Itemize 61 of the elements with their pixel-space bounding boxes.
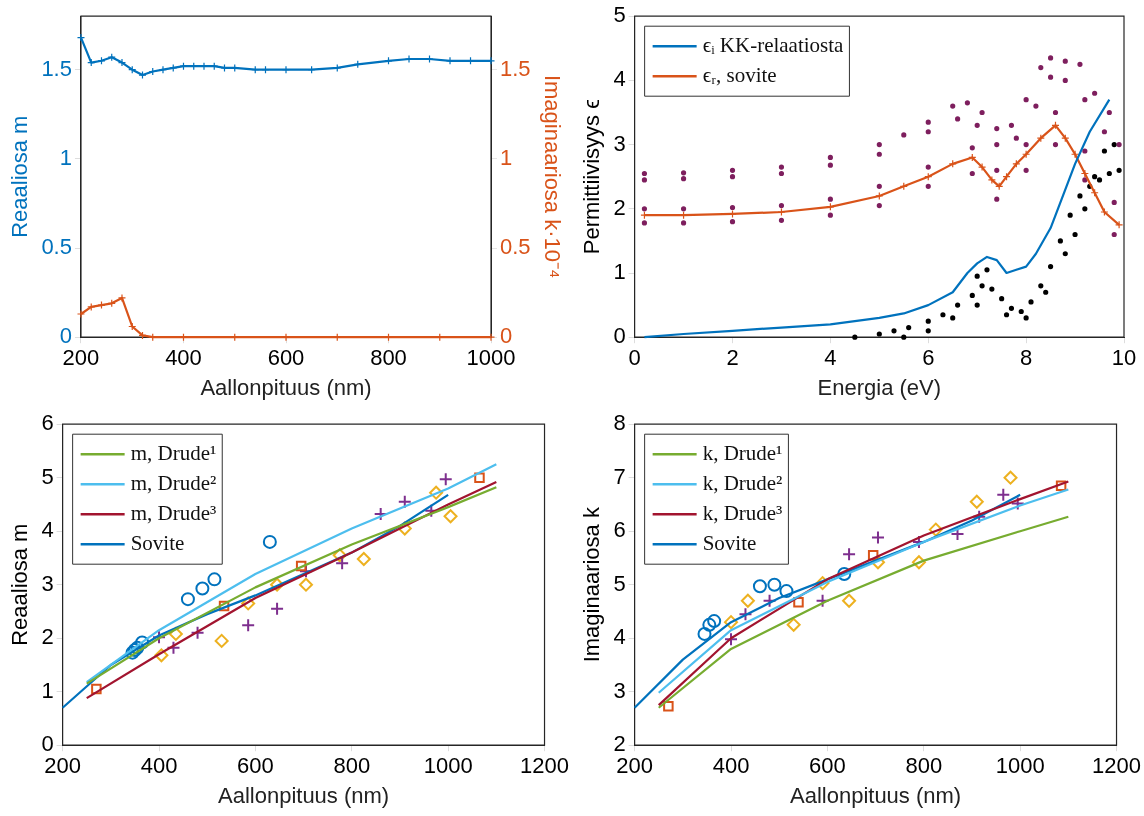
y2-tick-label: 0.5 — [500, 234, 531, 260]
x-tick-label: 800 — [905, 753, 943, 779]
legend-label: Sovite — [130, 530, 185, 555]
y-tick-label: 1 — [41, 677, 54, 703]
y-tick-label: 4 — [613, 624, 626, 650]
y2-axis-title: Imaginaariosa k·10⁻⁴ — [539, 74, 565, 279]
y-axis-title: Reaaliosa m — [7, 115, 33, 238]
x-axis-title: Aallonpituus (nm) — [789, 782, 962, 808]
y-tick-label: 6 — [613, 517, 626, 543]
legend-label: Sovite — [702, 530, 757, 555]
y-tick-label: 8 — [613, 410, 626, 436]
x-tick-label: 600 — [237, 753, 274, 779]
legend-label: m, Drude² — [130, 470, 217, 495]
y-tick-label: 6 — [41, 410, 54, 436]
y-axis-title: Permittiivisyys ϵ — [579, 99, 605, 255]
legend-label: ϵᵢ KK-relaatiosta — [702, 32, 845, 57]
y-axis-title: Reaaliosa m — [7, 523, 33, 646]
y-tick-label: 1.5 — [41, 55, 72, 81]
x-axis-title: Energia (eV) — [817, 374, 942, 400]
y-tick-label: 2 — [41, 624, 54, 650]
x-tick-label: 1200 — [520, 753, 570, 779]
x-tick-label: 600 — [267, 345, 305, 371]
x-tick-label: 800 — [370, 345, 407, 371]
y-tick-label: 2 — [613, 194, 626, 220]
x-tick-label: 800 — [333, 753, 371, 779]
y-tick-label: 3 — [41, 570, 54, 596]
legend-label: m, Drude¹ — [130, 440, 217, 465]
y-tick-label: 5 — [613, 2, 626, 28]
legend-label: m, Drude³ — [130, 500, 217, 525]
legend-label: ϵᵣ, sovite — [702, 62, 777, 87]
legend-label: k, Drude² — [702, 470, 783, 495]
x-tick-label: 6 — [922, 345, 935, 371]
x-tick-label: 600 — [809, 753, 846, 779]
y-tick-label: 3 — [613, 130, 626, 156]
x-tick-label: 2 — [726, 345, 739, 371]
legend-label: k, Drude¹ — [702, 440, 783, 465]
y-tick-label: 4 — [41, 517, 54, 543]
y-tick-label: 0.5 — [41, 234, 72, 260]
y2-tick-label: 1 — [500, 144, 513, 170]
x-tick-label: 1200 — [1092, 753, 1142, 779]
x-tick-label: 1000 — [423, 753, 473, 779]
x-tick-label: 10 — [1111, 345, 1137, 371]
y-tick-label: 0 — [613, 323, 626, 349]
y-tick-label: 1 — [613, 259, 626, 285]
y-tick-label: 5 — [41, 463, 54, 489]
y-axis-title: Imaginaariosa k — [579, 506, 605, 663]
y-tick-label: 5 — [613, 570, 626, 596]
x-tick-label: 8 — [1020, 345, 1033, 371]
x-tick-label: 400 — [165, 345, 202, 371]
y-tick-label: 1 — [59, 144, 72, 170]
legend-label: k, Drude³ — [702, 500, 783, 525]
y-tick-label: 4 — [613, 66, 626, 92]
y2-tick-label: 1.5 — [500, 55, 531, 81]
y-tick-label: 7 — [613, 463, 626, 489]
y-tick-label: 3 — [613, 677, 626, 703]
x-axis-title: Aallonpituus (nm) — [200, 374, 372, 400]
x-tick-label: 400 — [712, 753, 750, 779]
x-tick-label: 400 — [140, 753, 178, 779]
x-axis-title: Aallonpituus (nm) — [217, 782, 390, 808]
x-tick-label: 1000 — [995, 753, 1045, 779]
x-tick-label: 4 — [824, 345, 837, 371]
